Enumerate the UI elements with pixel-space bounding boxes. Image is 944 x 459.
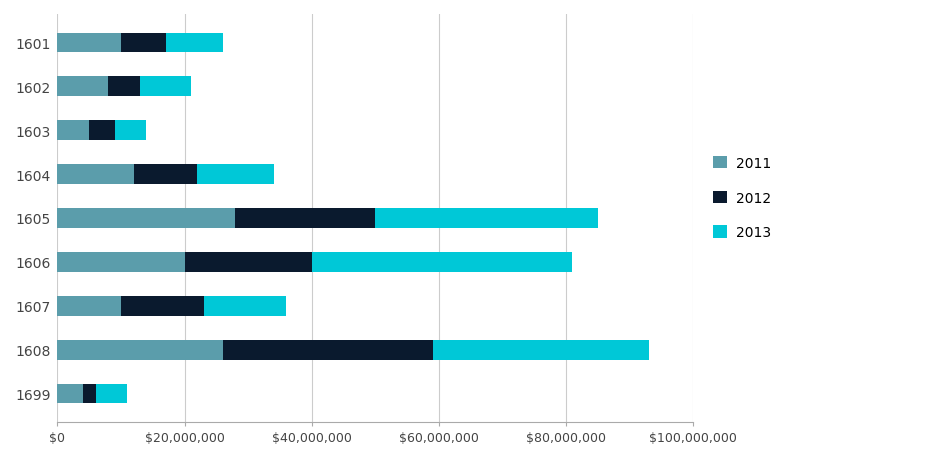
Bar [58,296,121,316]
Bar [140,77,191,97]
Bar [134,165,197,185]
Bar [58,340,223,360]
Bar [204,296,286,316]
Bar [312,252,572,272]
Bar [89,121,114,141]
Bar [184,252,312,272]
Bar [114,121,146,141]
Bar [223,340,432,360]
Bar [121,34,165,53]
Bar [109,77,140,97]
Bar [58,77,109,97]
Bar [375,209,598,229]
Bar [58,252,184,272]
Bar [58,34,121,53]
Bar [235,209,375,229]
Bar [95,384,127,403]
Bar [58,209,235,229]
Bar [165,34,223,53]
Bar [58,384,83,403]
Bar [83,384,95,403]
Bar [58,121,89,141]
Bar [197,165,274,185]
Legend: 2011, 2012, 2013: 2011, 2012, 2013 [706,150,777,247]
Bar [432,340,648,360]
Bar [58,165,134,185]
Bar [121,296,204,316]
